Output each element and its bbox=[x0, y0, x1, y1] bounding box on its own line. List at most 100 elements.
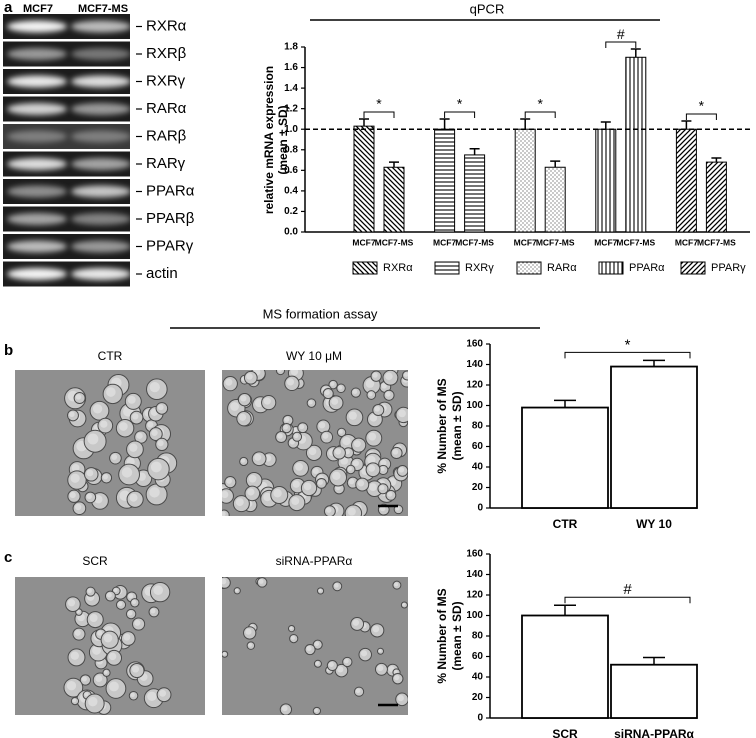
sphere-core bbox=[248, 643, 252, 647]
gel-band bbox=[7, 48, 67, 60]
sphere-core bbox=[129, 443, 138, 452]
sphere-core bbox=[235, 498, 244, 507]
sphere-core bbox=[392, 449, 399, 455]
sphere-core bbox=[130, 692, 135, 698]
sphere-core bbox=[292, 480, 300, 488]
sphere-core bbox=[277, 370, 282, 372]
y-tick-label: 40 bbox=[472, 672, 484, 683]
sphere-core bbox=[95, 675, 103, 683]
sphere-core bbox=[394, 582, 399, 587]
error-bar bbox=[469, 148, 480, 155]
y-axis-label: % Number of MS bbox=[435, 378, 449, 473]
sphere-core bbox=[357, 480, 365, 487]
sphere-core bbox=[286, 378, 295, 386]
gel-band bbox=[71, 20, 131, 33]
sphere-core bbox=[317, 479, 323, 485]
gel-row-label: RARβ bbox=[146, 127, 187, 144]
significance-mark: * bbox=[537, 96, 543, 112]
y-tick-label: 0 bbox=[477, 713, 483, 724]
gel-band bbox=[7, 213, 67, 225]
significance-bracket bbox=[685, 113, 717, 120]
sphere-core bbox=[368, 464, 376, 472]
sphere-core bbox=[151, 429, 158, 436]
sphere-core bbox=[121, 467, 133, 478]
sphere-core bbox=[246, 373, 253, 380]
sphere-core bbox=[106, 592, 112, 598]
y-tick-label: 80 bbox=[472, 421, 484, 432]
sphere-core bbox=[290, 370, 299, 376]
sphere-core bbox=[153, 585, 164, 596]
spheres bbox=[64, 373, 178, 516]
sphere-core bbox=[69, 411, 75, 418]
sphere-core bbox=[70, 651, 80, 660]
sphere-core bbox=[157, 404, 164, 411]
legend-swatch bbox=[598, 261, 624, 275]
sphere-core bbox=[330, 381, 335, 386]
sphere-core bbox=[379, 485, 385, 491]
y-tick-label: 0.0 bbox=[284, 227, 298, 238]
y-tick-label: 1.6 bbox=[284, 62, 298, 73]
sphere-core bbox=[292, 427, 298, 433]
y-tick-label: 160 bbox=[466, 549, 483, 560]
gel-band bbox=[71, 185, 131, 198]
sphere-core bbox=[103, 670, 108, 674]
sphere-core bbox=[150, 608, 156, 614]
sphere-core bbox=[342, 436, 351, 446]
error-bar bbox=[520, 118, 531, 130]
micrograph bbox=[222, 577, 408, 715]
x-tick-label: MCF7 bbox=[594, 237, 617, 247]
y-tick-label: 1.4 bbox=[284, 83, 298, 94]
sphere-core bbox=[147, 691, 157, 701]
error-bar bbox=[643, 656, 665, 665]
micrograph bbox=[15, 370, 205, 516]
legend-swatch bbox=[516, 261, 542, 275]
micrograph-label: SCR bbox=[82, 554, 108, 568]
sphere-core bbox=[306, 645, 312, 652]
sphere-core bbox=[134, 619, 141, 626]
sphere-core bbox=[397, 694, 404, 702]
y-tick-label: 1.2 bbox=[284, 103, 298, 114]
sphere-core bbox=[367, 455, 376, 465]
error-bar bbox=[554, 399, 576, 408]
sphere-core bbox=[273, 489, 282, 498]
sphere-core bbox=[88, 696, 98, 707]
sphere-core bbox=[109, 681, 119, 692]
bar bbox=[434, 128, 456, 233]
error-bar bbox=[554, 604, 576, 616]
sphere-core bbox=[72, 698, 77, 703]
gel-band bbox=[71, 103, 131, 115]
gel-row-label: RXRβ bbox=[146, 45, 187, 62]
gel-band bbox=[71, 158, 131, 170]
sphere-core bbox=[240, 458, 245, 463]
sphere-core bbox=[394, 669, 398, 674]
y-tick-label: 20 bbox=[472, 482, 484, 493]
legend-label: RXRα bbox=[383, 262, 413, 274]
gel-band bbox=[7, 103, 67, 115]
sphere-core bbox=[75, 394, 82, 400]
error-bar bbox=[359, 118, 369, 127]
legend-label: RARα bbox=[547, 262, 577, 274]
spheres bbox=[222, 370, 408, 516]
x-tick-label: MCF7-MS bbox=[616, 237, 655, 247]
sphere-core bbox=[127, 610, 133, 616]
sphere-core bbox=[347, 507, 356, 516]
bar bbox=[625, 56, 647, 233]
gel-row-label: PPARγ bbox=[146, 237, 194, 254]
sphere-core bbox=[385, 372, 393, 380]
sphere-core bbox=[118, 422, 128, 431]
sphere-core bbox=[159, 689, 167, 697]
sphere-core bbox=[338, 429, 343, 434]
micrograph bbox=[222, 370, 408, 516]
sphere-core bbox=[369, 483, 377, 492]
x-tick-label: siRNA-PPARα bbox=[614, 727, 694, 738]
chart-title: qPCR bbox=[470, 1, 505, 16]
sphere-core bbox=[248, 474, 257, 483]
spheres bbox=[63, 581, 172, 715]
significance-mark: # bbox=[617, 26, 625, 42]
sphere-core bbox=[318, 588, 322, 592]
gel-band bbox=[71, 48, 131, 60]
legend-label: RXRγ bbox=[465, 262, 494, 274]
bar bbox=[514, 128, 536, 233]
sphere-core bbox=[308, 400, 313, 405]
sphere-core bbox=[360, 650, 368, 657]
